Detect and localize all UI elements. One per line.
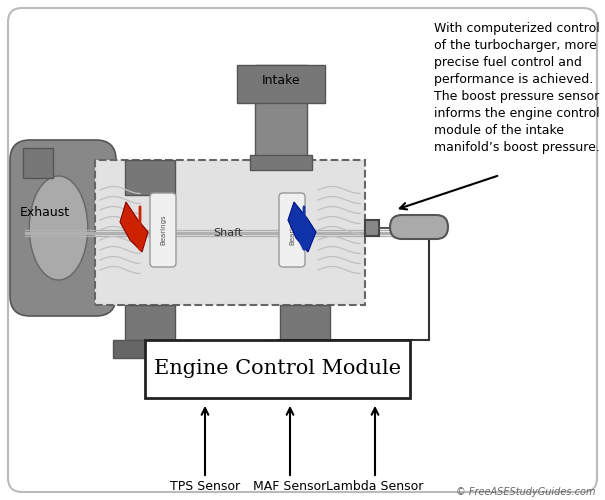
Text: Bearings: Bearings <box>289 214 295 246</box>
FancyBboxPatch shape <box>390 215 448 239</box>
Bar <box>95 160 365 305</box>
Text: Bearings: Bearings <box>160 214 166 246</box>
Bar <box>125 160 175 195</box>
FancyBboxPatch shape <box>279 193 305 267</box>
Text: TPS Sensor: TPS Sensor <box>170 480 240 494</box>
Bar <box>237 65 325 103</box>
Text: Shaft: Shaft <box>213 228 242 238</box>
Text: Exhaust: Exhaust <box>20 206 70 218</box>
Text: Intake: Intake <box>262 74 300 86</box>
Bar <box>280 305 330 340</box>
Bar <box>250 155 312 170</box>
Bar <box>113 340 187 358</box>
Text: MAF Sensor: MAF Sensor <box>253 480 327 494</box>
Polygon shape <box>120 202 148 252</box>
Bar <box>125 305 175 340</box>
FancyBboxPatch shape <box>8 8 597 492</box>
FancyBboxPatch shape <box>150 193 176 267</box>
Bar <box>23 148 53 178</box>
Bar <box>145 340 410 398</box>
Polygon shape <box>288 202 316 252</box>
Text: Lambda Sensor: Lambda Sensor <box>326 480 424 494</box>
Ellipse shape <box>29 176 88 280</box>
Text: With computerized control
of the turbocharger, more
precise fuel control and
per: With computerized control of the turboch… <box>434 22 600 154</box>
Text: © FreeASEStudyGuides.com: © FreeASEStudyGuides.com <box>456 487 595 497</box>
Bar <box>255 65 307 165</box>
Bar <box>365 220 379 236</box>
FancyBboxPatch shape <box>10 140 116 316</box>
Bar <box>268 340 342 358</box>
Text: Engine Control Module: Engine Control Module <box>154 360 401 378</box>
